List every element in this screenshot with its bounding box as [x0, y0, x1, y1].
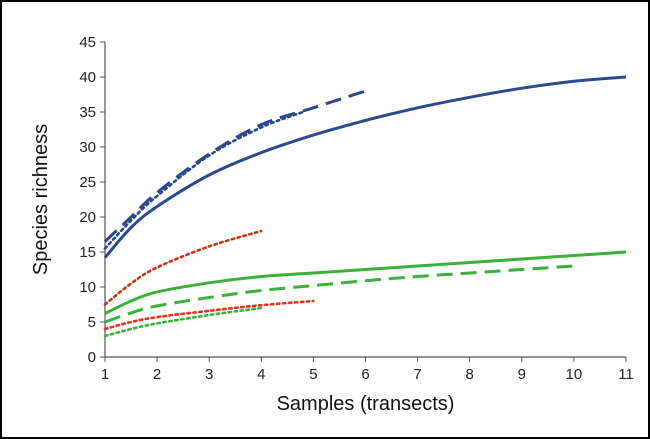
series-line-6: [103, 306, 263, 338]
x-tick-label: 8: [466, 366, 474, 383]
y-tick-label: 15: [79, 244, 96, 261]
x-tick-label: 4: [257, 366, 265, 383]
y-tick-label: 10: [79, 279, 96, 296]
series-line-8: [103, 299, 315, 331]
x-tick-label: 11: [618, 366, 634, 383]
series-line-2: [103, 89, 366, 243]
y-tick-label: 35: [79, 104, 96, 121]
x-tick-label: 5: [309, 366, 317, 383]
series-line-5: [104, 264, 575, 324]
series-line-3: [103, 110, 305, 250]
y-tick-label: 20: [79, 209, 96, 226]
y-tick-label: 30: [79, 139, 96, 156]
y-tick-label: 0: [88, 349, 96, 366]
series-line-1: [103, 75, 627, 259]
x-tick-label: 6: [361, 366, 369, 383]
series-line-4: [104, 250, 627, 315]
x-tick-label: 9: [518, 366, 526, 383]
x-tick-label: 3: [205, 366, 213, 383]
y-tick-label: 40: [79, 69, 96, 86]
x-axis-title: Samples (transects): [277, 393, 455, 415]
series-layer: [103, 75, 627, 338]
y-tick-label: 5: [88, 314, 96, 331]
series-line-7: [103, 229, 263, 306]
y-tick-label: 25: [79, 174, 96, 191]
x-tick-label: 7: [413, 366, 421, 383]
x-tick-label: 10: [566, 366, 583, 383]
x-tick-label: 1: [101, 366, 109, 383]
y-axis-title: Species richness: [30, 124, 52, 275]
x-tick-label: 2: [153, 366, 161, 383]
y-tick-label: 45: [79, 34, 96, 51]
